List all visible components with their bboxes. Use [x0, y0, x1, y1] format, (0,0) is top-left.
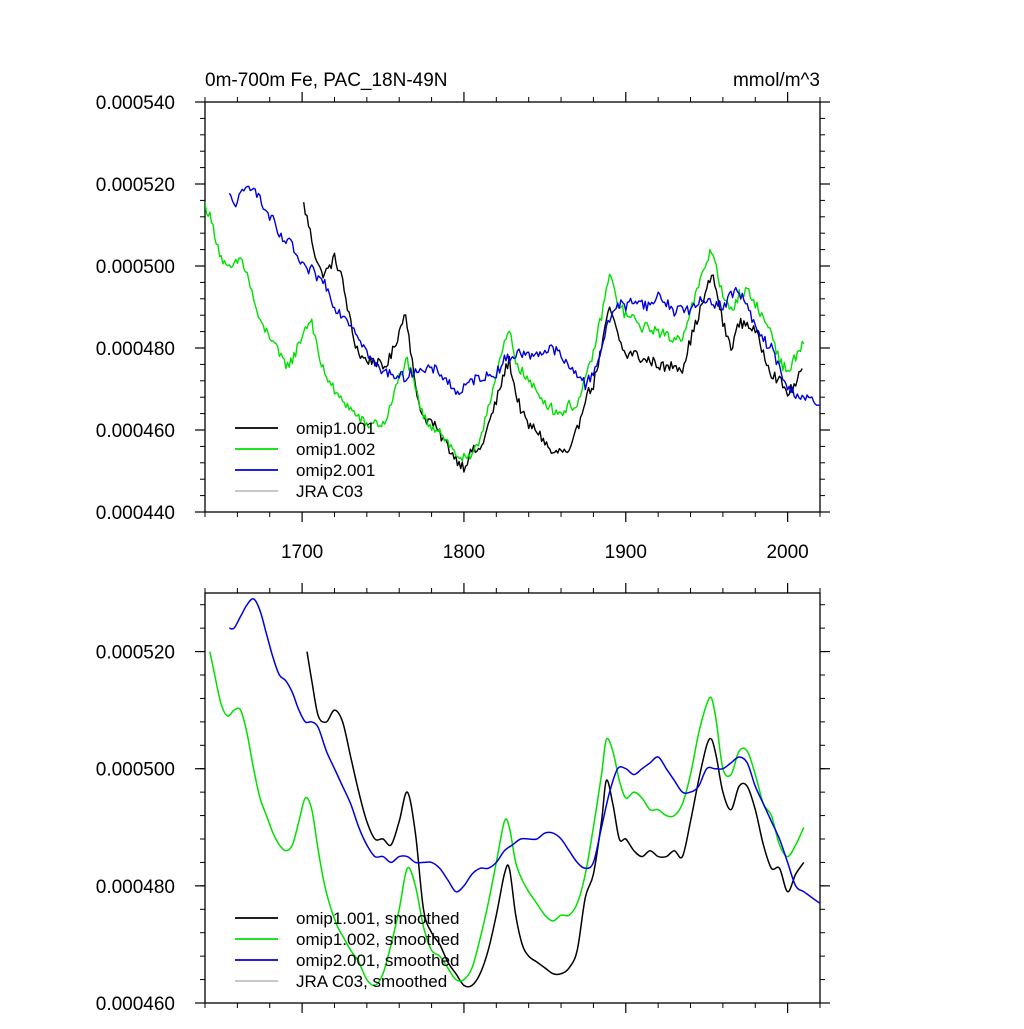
chart-title: 0m-700m Fe, PAC_18N-49N [205, 70, 448, 91]
top-series-omip1-002 [205, 201, 805, 462]
bottom-legend-label: omip1.002, smoothed [296, 930, 460, 949]
bottom-series-omip1-001-smoothed [306, 651, 805, 988]
panel-top: 0.000440 0.000460 0.000480 0.000500 0.000520… [96, 92, 830, 563]
top-y-tick-label: 0.000520 [96, 175, 175, 196]
top-legend-label: omip1.002 [296, 440, 375, 459]
top-legend: omip1.001 omip1.002 omip2.001 JRA C03 [235, 419, 375, 501]
top-y-tick-label: 0.000440 [96, 503, 175, 524]
panel-bottom: 0.000460 0.000480 0.000500 0.000520 omip1.00… [96, 583, 830, 1015]
top-legend-label: omip2.001 [296, 461, 375, 480]
top-y-tick-label: 0.000460 [96, 421, 175, 442]
top-series-omip1-001 [303, 202, 803, 473]
top-y-tick-label: 0.000540 [96, 93, 175, 114]
bottom-y-tick-label: 0.000480 [96, 877, 175, 898]
top-legend-label: JRA C03 [296, 482, 363, 501]
chart-units: mmol/m^3 [733, 70, 820, 91]
top-plot-frame [204, 101, 821, 513]
bottom-plot-frame [204, 592, 821, 1004]
bottom-y-tick-label: 0.000500 [96, 760, 175, 781]
top-legend-label: omip1.001 [296, 419, 375, 438]
top-x-tick-label: 1700 [281, 542, 323, 563]
bottom-legend-label: omip2.001, smoothed [296, 951, 460, 970]
top-x-tick-label: 1800 [443, 542, 485, 563]
bottom-y-tick-label: 0.000520 [96, 643, 175, 664]
bottom-y-tick-label: 0.000460 [96, 994, 175, 1015]
top-x-tick-label: 1900 [605, 542, 647, 563]
bottom-series-omip1-002-smoothed [209, 651, 805, 987]
top-y-tick-label: 0.000500 [96, 257, 175, 278]
top-y-tick-label: 0.000480 [96, 339, 175, 360]
bottom-legend: omip1.001, smoothed omip1.002, smoothed om… [235, 909, 460, 991]
bottom-legend-label: omip1.001, smoothed [296, 909, 460, 928]
bottom-legend-label: JRA C03, smoothed [296, 972, 447, 991]
top-series-omip2-001 [228, 185, 820, 407]
bottom-series-omip2-001-smoothed [229, 598, 820, 905]
top-x-tick-label: 2000 [766, 542, 808, 563]
